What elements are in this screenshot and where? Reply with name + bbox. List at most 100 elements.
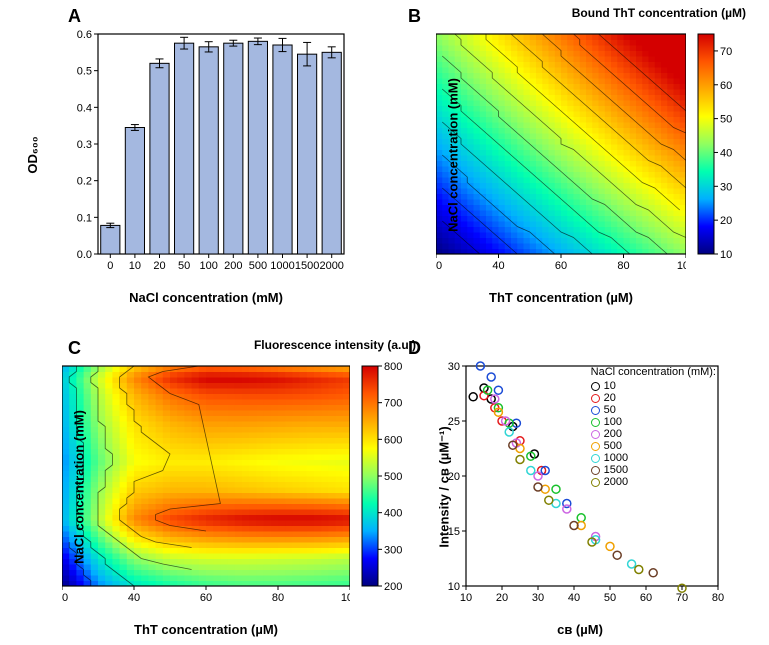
legend-item: 500 <box>591 440 716 452</box>
svg-text:20: 20 <box>62 592 68 604</box>
svg-text:40: 40 <box>128 592 140 604</box>
svg-text:40: 40 <box>492 260 504 272</box>
legend-marker <box>591 406 600 415</box>
panel-c-label: C <box>68 338 81 359</box>
svg-text:200: 200 <box>224 260 242 272</box>
colorbar-c: 200300400500600700800 <box>360 360 410 614</box>
legend-item: 1500 <box>591 464 716 476</box>
panel-a: A 0.00.10.20.30.40.50.601020501002005001… <box>62 28 350 282</box>
svg-text:0.2: 0.2 <box>77 176 92 188</box>
heatmap-c: 20406080100102050100200500100015002000 <box>62 360 350 614</box>
panel-d-label: D <box>408 338 421 359</box>
colorbar-b: 10 20 30 40 50 60 70 <box>696 28 746 282</box>
svg-text:10: 10 <box>720 249 732 261</box>
svg-text:50: 50 <box>178 260 190 272</box>
heatmap-b: 20406080100102050100200500100015002000 <box>436 28 686 282</box>
svg-text:0.4: 0.4 <box>77 102 92 114</box>
legend-marker <box>591 466 600 475</box>
svg-text:60: 60 <box>555 260 567 272</box>
svg-text:10: 10 <box>460 592 472 604</box>
svg-text:20: 20 <box>153 260 165 272</box>
svg-text:100: 100 <box>200 260 218 272</box>
legend-d: NaCl concentration (mM): 102050100200500… <box>591 366 716 488</box>
legend-marker <box>591 454 600 463</box>
legend-marker <box>591 442 600 451</box>
svg-text:20: 20 <box>496 592 508 604</box>
b-cbar-title: Bound ThT concentration (µM) <box>572 6 746 20</box>
legend-label: 200 <box>604 428 622 440</box>
svg-text:500: 500 <box>249 260 267 272</box>
svg-text:10: 10 <box>448 581 460 593</box>
svg-text:80: 80 <box>617 260 629 272</box>
legend-label: 10 <box>604 380 616 392</box>
svg-text:600: 600 <box>384 434 402 446</box>
a-xlabel: NaCl concentration (mM) <box>62 290 350 305</box>
svg-text:100: 100 <box>677 260 686 272</box>
panel-a-label: A <box>68 6 81 27</box>
legend-item: 20 <box>591 392 716 404</box>
d-ylabel: Intensity / cʙ (µM⁻¹) <box>437 426 453 547</box>
c-ylabel: NaCl concentration (mM) <box>71 410 86 564</box>
svg-text:20: 20 <box>436 260 442 272</box>
legend-item: 1000 <box>591 452 716 464</box>
d-xlabel: cʙ (µM) <box>436 622 724 637</box>
svg-text:2000: 2000 <box>319 260 343 272</box>
bar-chart-a: 0.0 0.1 0.2 0.3 0.4 0.5 0.6 0 10 20 50 100 200 500100… <box>62 28 350 282</box>
legend-marker <box>591 382 600 391</box>
svg-text:0.3: 0.3 <box>77 139 92 151</box>
legend-label: 100 <box>604 416 622 428</box>
b-xlabel: ThT concentration (µM) <box>436 290 686 305</box>
a-ylabel: OD₆₀₀ <box>25 136 40 173</box>
legend-title: NaCl concentration (mM): <box>591 366 716 378</box>
legend-item: 200 <box>591 428 716 440</box>
svg-text:70: 70 <box>720 46 732 58</box>
svg-text:20: 20 <box>720 215 732 227</box>
svg-text:1500: 1500 <box>295 260 319 272</box>
panel-b-label: B <box>408 6 421 27</box>
legend-label: 1000 <box>604 452 628 464</box>
panel-b: B 20406080100102050100200500100015002000… <box>436 28 686 282</box>
svg-text:30: 30 <box>532 592 544 604</box>
svg-text:500: 500 <box>384 471 402 483</box>
legend-item: 2000 <box>591 476 716 488</box>
legend-label: 2000 <box>604 476 628 488</box>
c-xlabel: ThT concentration (µM) <box>62 622 350 637</box>
svg-text:50: 50 <box>604 592 616 604</box>
svg-text:80: 80 <box>712 592 724 604</box>
svg-text:0.6: 0.6 <box>77 29 92 41</box>
legend-label: 500 <box>604 440 622 452</box>
svg-text:10: 10 <box>129 260 141 272</box>
svg-text:0.0: 0.0 <box>77 249 92 261</box>
legend-marker <box>591 478 600 487</box>
svg-text:70: 70 <box>676 592 688 604</box>
svg-text:400: 400 <box>384 508 402 520</box>
svg-text:0.1: 0.1 <box>77 212 92 224</box>
b-ylabel: NaCl concentration (mM) <box>445 78 460 232</box>
panel-c: C 20406080100102050100200500100015002000… <box>62 360 350 614</box>
legend-marker <box>591 430 600 439</box>
legend-label: 50 <box>604 404 616 416</box>
svg-text:60: 60 <box>200 592 212 604</box>
svg-text:30: 30 <box>720 181 732 193</box>
svg-text:100: 100 <box>341 592 350 604</box>
svg-text:80: 80 <box>272 592 284 604</box>
svg-text:40: 40 <box>720 147 732 159</box>
legend-marker <box>591 418 600 427</box>
svg-text:200: 200 <box>384 581 402 593</box>
svg-text:300: 300 <box>384 544 402 556</box>
svg-text:1000: 1000 <box>270 260 294 272</box>
legend-item: 10 <box>591 380 716 392</box>
legend-label: 20 <box>604 392 616 404</box>
legend-label: 1500 <box>604 464 628 476</box>
svg-text:30: 30 <box>448 361 460 373</box>
legend-item: 100 <box>591 416 716 428</box>
svg-text:0: 0 <box>107 260 113 272</box>
svg-text:0.5: 0.5 <box>77 66 92 78</box>
legend-item: 50 <box>591 404 716 416</box>
c-cbar-title: Fluorescence intensity (a.u.) <box>254 338 416 352</box>
panel-d: D 10203040506070801015202530 cʙ (µM) Int… <box>436 360 724 614</box>
svg-text:50: 50 <box>720 114 732 126</box>
svg-text:60: 60 <box>720 80 732 92</box>
svg-text:700: 700 <box>384 398 402 410</box>
svg-text:60: 60 <box>640 592 652 604</box>
